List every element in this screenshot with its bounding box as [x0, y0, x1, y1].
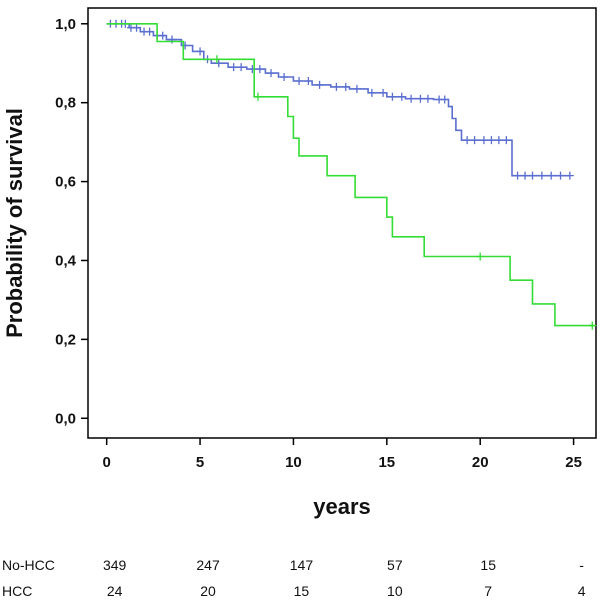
censor-mark — [588, 321, 597, 330]
censor-mark — [487, 136, 496, 145]
censor-mark — [267, 69, 276, 78]
risk-count: - — [579, 557, 584, 573]
censor-mark — [367, 88, 376, 97]
y-axis-title: Probability of survival — [2, 108, 27, 338]
censor-mark — [407, 94, 416, 103]
x-tick-label: 0 — [103, 454, 111, 471]
censor-mark — [494, 136, 503, 145]
risk-count: 15 — [294, 583, 310, 599]
y-tick-label: 0,6 — [55, 174, 76, 191]
censor-mark — [352, 84, 361, 93]
y-tick-label: 0,4 — [55, 252, 77, 269]
risk-count: 349 — [103, 557, 127, 573]
survival-curve-2 — [106, 23, 595, 327]
censor-mark — [556, 171, 565, 180]
censor-mark — [547, 171, 556, 180]
censor-mark — [196, 47, 205, 56]
risk-count: 20 — [200, 583, 216, 599]
censor-mark — [513, 171, 522, 180]
y-tick-label: 0,0 — [55, 410, 76, 427]
censor-mark — [212, 55, 221, 64]
censor-mark — [214, 59, 223, 68]
censor-mark — [416, 94, 425, 103]
risk-count: 15 — [480, 557, 496, 573]
censor-mark — [463, 136, 472, 145]
censor-mark — [280, 73, 289, 82]
censor-mark — [304, 76, 313, 85]
censor-mark — [502, 136, 511, 145]
censor-mark — [295, 76, 304, 85]
censor-mark — [565, 171, 574, 180]
x-tick-label: 25 — [565, 454, 582, 471]
censor-mark — [237, 63, 246, 72]
censor-mark — [397, 92, 406, 101]
risk-count: 10 — [387, 583, 403, 599]
censor-mark — [341, 82, 350, 91]
risk-count: 57 — [387, 557, 403, 573]
censor-mark — [479, 136, 488, 145]
y-tick-label: 0,8 — [55, 95, 76, 112]
censor-mark — [181, 41, 190, 50]
risk-count: 7 — [484, 583, 492, 599]
censor-mark — [315, 80, 324, 89]
x-axis-title: years — [313, 494, 371, 519]
y-tick-label: 1,0 — [55, 16, 76, 33]
censor-mark — [332, 82, 341, 91]
censor-mark — [168, 35, 177, 44]
plot-frame — [87, 7, 597, 439]
censor-mark — [229, 63, 238, 72]
censor-mark — [132, 23, 141, 32]
censor-mark — [255, 65, 264, 74]
risk-row-label: No-HCC — [2, 557, 55, 573]
censor-mark — [145, 27, 154, 36]
risk-count: 247 — [196, 557, 220, 573]
x-tick-label: 15 — [378, 454, 395, 471]
risk-count: 24 — [107, 583, 123, 599]
censor-mark — [253, 92, 262, 101]
censor-mark — [248, 65, 257, 74]
survival-curve-1 — [106, 23, 570, 177]
censor-mark — [379, 88, 388, 97]
censor-mark — [528, 171, 537, 180]
censor-mark — [537, 171, 546, 180]
x-tick-label: 20 — [472, 454, 489, 471]
x-tick-label: 5 — [196, 454, 204, 471]
censor-mark — [470, 136, 479, 145]
risk-count: 147 — [290, 557, 314, 573]
series-2 — [106, 23, 597, 330]
censor-mark — [476, 252, 485, 261]
censor-mark — [423, 94, 432, 103]
risk-row-label: HCC — [2, 583, 32, 599]
censor-mark — [388, 92, 397, 101]
x-tick-label: 10 — [285, 454, 302, 471]
censor-mark — [440, 95, 449, 104]
series-1 — [106, 19, 574, 180]
censor-mark — [521, 171, 530, 180]
risk-count: 4 — [578, 583, 586, 599]
censor-mark — [158, 31, 167, 40]
y-tick-label: 0,2 — [55, 331, 76, 348]
